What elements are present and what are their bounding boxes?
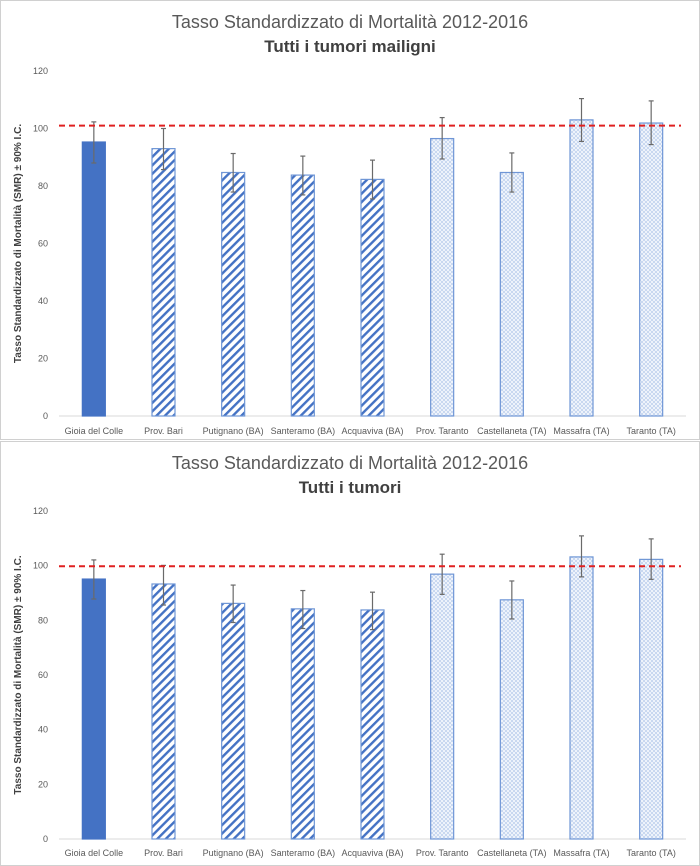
category-label: Prov. Taranto: [416, 848, 469, 858]
category-label: Gioia del Colle: [65, 426, 124, 436]
bar-4: [360, 609, 385, 840]
category-label: Prov. Bari: [144, 426, 183, 436]
y-tick-label: 60: [38, 239, 48, 249]
bar-1: [151, 583, 176, 840]
category-label: Massafra (TA): [553, 848, 609, 858]
category-label: Taranto (TA): [626, 848, 675, 858]
chart-subtitle: Tutti i tumori: [299, 478, 402, 497]
chart-panel-malignant-tumors: Tasso Standardizzato di Mortalità 2012-2…: [0, 0, 700, 440]
category-label: Putignano (BA): [203, 426, 264, 436]
bar-5: [430, 573, 455, 840]
bar-6: [499, 171, 524, 417]
bar-6: [499, 599, 524, 840]
category-label: Santeramo (BA): [271, 426, 336, 436]
bar-0: [81, 141, 106, 417]
bar-2: [221, 602, 246, 840]
category-label: Prov. Taranto: [416, 426, 469, 436]
y-axis-label: Tasso Standardizzato di Mortalità (SMR) …: [13, 124, 24, 363]
category-label: Santeramo (BA): [271, 848, 336, 858]
y-tick-label: 80: [38, 181, 48, 191]
bar-7: [569, 556, 594, 840]
y-tick-label: 100: [33, 561, 48, 571]
chart-title: Tasso Standardizzato di Mortalità 2012-2…: [172, 12, 528, 32]
y-tick-label: 60: [38, 670, 48, 680]
bar-3: [290, 174, 315, 417]
category-label: Acquaviva (BA): [341, 848, 403, 858]
bar-8: [639, 122, 664, 417]
y-axis-label: Tasso Standardizzato di Mortalità (SMR) …: [13, 555, 24, 794]
bar-8: [639, 558, 664, 840]
y-tick-label: 100: [33, 124, 48, 134]
y-tick-label: 120: [33, 506, 48, 516]
bar-2: [221, 171, 246, 417]
chart-subtitle: Tutti i tumori mailigni: [264, 37, 436, 56]
chart-panel-all-tumors: Tasso Standardizzato di Mortalità 2012-2…: [0, 441, 700, 866]
y-tick-label: 20: [38, 779, 48, 789]
category-label: Acquaviva (BA): [341, 426, 403, 436]
bar-0: [81, 578, 106, 840]
category-label: Putignano (BA): [203, 848, 264, 858]
y-tick-label: 0: [43, 834, 48, 844]
bar-5: [430, 137, 455, 417]
chart-all-tumors: Tasso Standardizzato di Mortalità 2012-2…: [13, 453, 686, 858]
y-tick-label: 20: [38, 354, 48, 364]
chart-malignant-tumors: Tasso Standardizzato di Mortalità 2012-2…: [13, 12, 686, 436]
y-tick-label: 40: [38, 725, 48, 735]
y-tick-label: 80: [38, 615, 48, 625]
bar-7: [569, 119, 594, 417]
bar-1: [151, 148, 176, 417]
category-label: Castellaneta (TA): [477, 426, 546, 436]
bar-4: [360, 178, 385, 417]
category-label: Prov. Bari: [144, 848, 183, 858]
category-label: Gioia del Colle: [65, 848, 124, 858]
bar-3: [290, 608, 315, 840]
y-tick-label: 40: [38, 296, 48, 306]
category-label: Castellaneta (TA): [477, 848, 546, 858]
y-tick-label: 120: [33, 66, 48, 76]
y-tick-label: 0: [43, 411, 48, 421]
chart-title: Tasso Standardizzato di Mortalità 2012-2…: [172, 453, 528, 473]
category-label: Taranto (TA): [626, 426, 675, 436]
category-label: Massafra (TA): [553, 426, 609, 436]
